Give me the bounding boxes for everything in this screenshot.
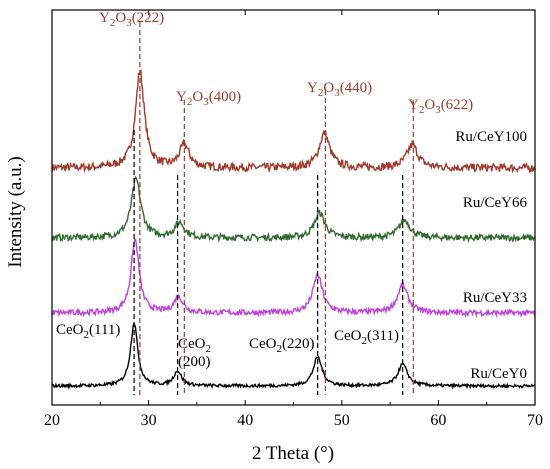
y2o3-peak-label: Y2O3(400) — [176, 89, 241, 108]
series-line-ru-cey100 — [51, 68, 536, 174]
ceo2-peak-label: CeO2(220) — [249, 336, 315, 355]
ceo2-peak-label: CeO2(311) — [334, 328, 399, 347]
series-label: Ru/CeY66 — [463, 195, 528, 211]
y2o3-peak-label: Y2O3(222) — [99, 10, 164, 29]
labels-layer: Ru/CeY100 Ru/CeY66 Ru/CeY33 Ru/CeY0 Y2O3(222… — [56, 10, 527, 382]
x-tick-label: 50 — [334, 412, 350, 429]
ceo2-peak-label: CeO2 (200) — [178, 336, 211, 370]
series-label: Ru/CeY100 — [455, 129, 527, 145]
y2o3-peak-label: Y2O3(622) — [408, 97, 473, 116]
series-line-ru-cey0 — [51, 322, 536, 390]
y-axis-label: Intensity (a.u.) — [5, 156, 26, 267]
series-label: Ru/CeY0 — [470, 366, 527, 382]
x-axis-ticks: 20 30 40 50 60 70 — [44, 10, 543, 429]
x-tick-label: 60 — [430, 412, 446, 429]
x-tick-label: 30 — [141, 412, 157, 429]
x-tick-label: 20 — [44, 412, 60, 429]
series-layer — [51, 68, 536, 390]
series-line-ru-cey33 — [51, 238, 536, 318]
x-axis-label: 2 Theta (°) — [252, 443, 334, 464]
y2o3-peak-label: Y2O3(440) — [307, 80, 372, 99]
x-tick-label: 40 — [237, 412, 253, 429]
ceo2-peak-label: CeO2(111) — [56, 322, 120, 341]
x-tick-label: 70 — [527, 412, 543, 429]
reference-lines-layer — [133, 22, 414, 395]
series-label: Ru/CeY33 — [463, 290, 527, 306]
series-line-ru-cey66 — [51, 175, 536, 244]
